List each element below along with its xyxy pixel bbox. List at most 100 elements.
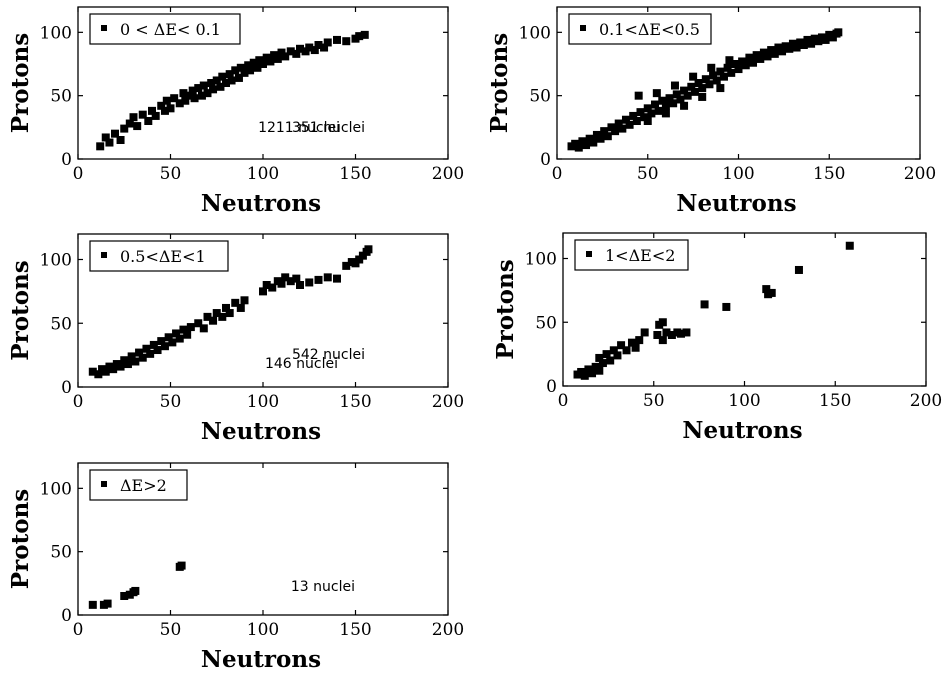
data-point (719, 72, 728, 81)
data-point (125, 119, 134, 128)
data-point (662, 328, 671, 337)
data-point (94, 370, 103, 379)
y-tick-label: 0 (61, 150, 72, 170)
data-point (314, 41, 323, 49)
data-point (625, 120, 634, 129)
data-point (611, 127, 620, 136)
data-point (160, 106, 169, 115)
data-point (259, 287, 267, 296)
x-tick-label: 50 (637, 164, 659, 184)
data-point (767, 288, 776, 297)
data-point (680, 101, 689, 110)
data-point (632, 117, 641, 125)
data-point (168, 338, 177, 347)
data-point (253, 63, 262, 72)
data-point (635, 336, 644, 345)
data-point (296, 44, 304, 53)
data-point (231, 298, 240, 307)
x-axis-title: Neutrons (201, 190, 321, 217)
data-point (286, 47, 295, 56)
x-tick-label: 0 (73, 392, 84, 412)
x-tick-label: 100 (728, 391, 760, 411)
y-tick-label: 50 (50, 543, 72, 563)
data-point (129, 113, 138, 122)
data-point (690, 87, 699, 96)
nuclei-count-label: 13 nuclei (291, 579, 355, 595)
data-point (305, 43, 314, 52)
data-point (236, 63, 245, 72)
data-point (716, 84, 725, 93)
data-point (157, 101, 166, 110)
data-point (667, 331, 676, 339)
data-point (643, 117, 652, 125)
x-tick-label: 200 (432, 392, 464, 412)
data-point (194, 319, 203, 328)
data-point (355, 32, 364, 41)
legend-marker (101, 481, 107, 487)
data-point (676, 95, 685, 104)
legend-label: 0.5<ΔE<1 (120, 247, 206, 266)
data-point (741, 61, 750, 70)
data-point (194, 84, 203, 93)
legend-box (568, 13, 712, 45)
x-tick-label: 100 (247, 392, 279, 412)
x-tick-label: 150 (339, 164, 371, 184)
data-point (651, 100, 660, 109)
data-point (216, 82, 225, 91)
nuclei-count-label: 542 nuclei (292, 347, 365, 363)
data-point (175, 334, 184, 343)
y-tick-label: 0 (61, 606, 72, 626)
data-point (225, 70, 234, 79)
data-point (244, 61, 253, 70)
data-point (157, 337, 166, 346)
data-point (199, 81, 208, 90)
data-point (133, 122, 142, 131)
data-point (131, 586, 140, 595)
data-point (617, 341, 626, 350)
data-point (227, 76, 236, 85)
data-point (292, 274, 301, 283)
data-point (116, 136, 125, 144)
data-point (653, 331, 662, 339)
data-point (749, 58, 758, 67)
data-point (582, 141, 591, 150)
data-point (627, 338, 636, 347)
data-point (603, 132, 612, 141)
data-point (144, 117, 153, 125)
data-point (701, 75, 710, 84)
legend-label: 0.1<ΔE<0.5 (599, 20, 700, 39)
data-point (323, 273, 332, 282)
data-point (647, 109, 656, 118)
x-tick-label: 50 (160, 392, 182, 412)
nuclei-count-label: 1211 nuclei (258, 120, 340, 136)
nuclei-count-label: 146 nuclei (265, 356, 338, 372)
data-point (347, 258, 356, 267)
x-tick-label: 0 (552, 164, 563, 184)
data-point (207, 79, 216, 87)
data-point (606, 356, 615, 365)
data-point (179, 325, 188, 334)
data-point (700, 300, 709, 309)
data-point (164, 333, 173, 342)
data-point (845, 241, 854, 250)
data-point (123, 360, 132, 369)
data-point (225, 309, 234, 318)
data-point (658, 96, 667, 105)
legend-label: 0 < ΔE< 0.1 (120, 20, 221, 39)
y-axis-title: Protons (492, 259, 519, 359)
data-point (622, 346, 631, 355)
data-point (634, 91, 643, 100)
data-point (142, 344, 151, 353)
data-point (188, 86, 197, 95)
y-tick-label: 100 (525, 250, 557, 270)
x-tick-label: 200 (904, 164, 936, 184)
data-point (683, 91, 692, 100)
data-point (172, 329, 181, 338)
data-point (672, 90, 681, 99)
data-point (109, 365, 118, 374)
data-point (281, 52, 290, 61)
data-point (96, 142, 105, 151)
y-tick-label: 100 (40, 251, 72, 271)
legend-marker (586, 251, 592, 257)
y-tick-label: 0 (61, 378, 72, 398)
